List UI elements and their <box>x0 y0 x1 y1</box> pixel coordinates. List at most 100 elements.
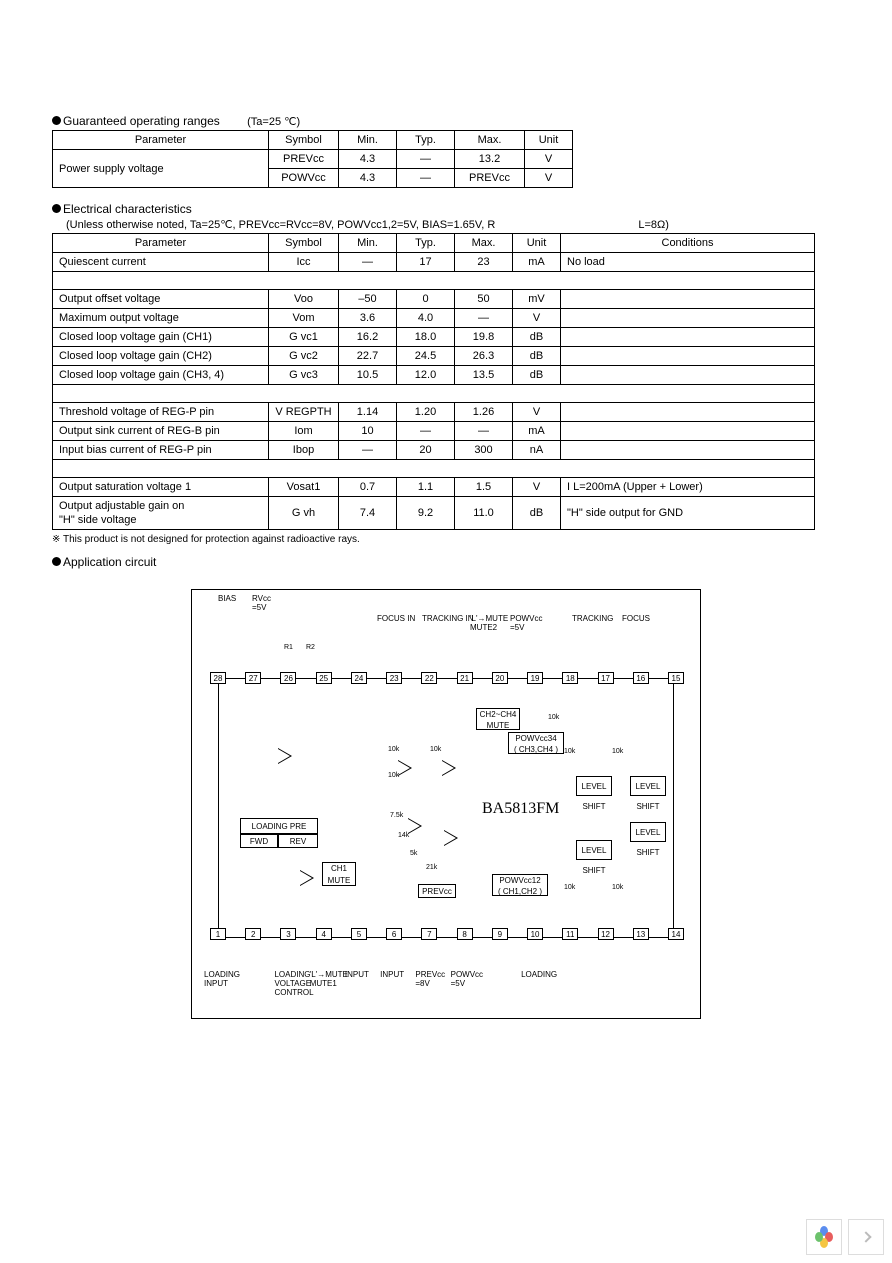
col-header: Max. <box>455 131 525 150</box>
data-cell: mV <box>513 290 561 309</box>
block-prevcc: PREVcc <box>418 884 456 898</box>
block-level: LEVELSHIFT <box>576 776 612 796</box>
chevron-right-icon <box>860 1231 871 1242</box>
data-cell: PREVcc <box>455 169 525 188</box>
data-cell: POWVcc <box>269 169 339 188</box>
data-cell: G vc2 <box>269 347 339 366</box>
ext-label: FOCUS IN <box>377 614 415 623</box>
col-header: Max. <box>455 234 513 253</box>
data-cell: 4.3 <box>339 169 397 188</box>
block-loading: LOADING PRE <box>240 818 318 834</box>
data-cell: 22.7 <box>339 347 397 366</box>
block-level: LEVELSHIFT <box>630 822 666 842</box>
pin-9: 9 <box>492 928 508 940</box>
pin-19: 19 <box>527 672 543 684</box>
data-cell: PREVcc <box>269 150 339 169</box>
pin-15: 15 <box>668 672 684 684</box>
pin-28: 28 <box>210 672 226 684</box>
pin-26: 26 <box>280 672 296 684</box>
data-cell: — <box>397 169 455 188</box>
param-cell: Power supply voltage <box>53 150 269 188</box>
data-cell: Closed loop voltage gain (CH3, 4) <box>53 366 269 385</box>
elec-cond-tail: L=8Ω) <box>638 219 669 231</box>
opamp-icon <box>444 830 458 846</box>
ext-label: 'L'→MUTEMUTE1 <box>310 970 348 988</box>
ext-label: FOCUS <box>622 614 650 623</box>
data-cell: 26.3 <box>455 347 513 366</box>
data-cell: mA <box>513 253 561 272</box>
data-cell: 12.0 <box>397 366 455 385</box>
pin-3: 3 <box>280 928 296 940</box>
data-cell: dB <box>513 328 561 347</box>
ext-label: POWVcc=5V <box>510 614 542 632</box>
ranges-title-text: Guaranteed operating ranges <box>63 114 220 128</box>
data-cell: 3.6 <box>339 309 397 328</box>
data-cell <box>561 366 815 385</box>
data-cell: dB <box>513 366 561 385</box>
ext-label: PREVcc=8V <box>415 970 445 988</box>
opamp-icon <box>398 760 412 776</box>
bullet-icon <box>52 204 61 213</box>
data-cell: 1.1 <box>397 478 455 497</box>
data-cell: V <box>525 169 573 188</box>
next-page-button[interactable] <box>848 1219 884 1255</box>
data-cell <box>561 441 815 460</box>
section-row <box>53 460 815 478</box>
ext-label: LOADINGVOLTAGECONTROL <box>274 970 313 997</box>
data-cell: No load <box>561 253 815 272</box>
data-cell: Icc <box>269 253 339 272</box>
block-ch1: CH1MUTE <box>322 862 356 886</box>
ext-label: BIAS <box>218 594 236 603</box>
table-header-row: ParameterSymbolMin.Typ.Max.Unit <box>53 131 573 150</box>
col-header: Parameter <box>53 234 269 253</box>
data-cell: dB <box>513 497 561 530</box>
logo-button[interactable] <box>806 1219 842 1255</box>
ext-label: INPUT <box>345 970 369 979</box>
resistor-label: 5k <box>410 850 417 857</box>
data-cell: Input bias current of REG-P pin <box>53 441 269 460</box>
ext-label: POWVcc=5V <box>451 970 483 988</box>
data-cell: 10 <box>339 422 397 441</box>
ext-label: INPUT <box>380 970 404 979</box>
data-cell: V <box>513 478 561 497</box>
pin-20: 20 <box>492 672 508 684</box>
app-title-text: Application circuit <box>63 555 156 569</box>
data-cell <box>561 403 815 422</box>
data-cell: 10.5 <box>339 366 397 385</box>
pin-4: 4 <box>316 928 332 940</box>
table-row: Closed loop voltage gain (CH2)G vc222.72… <box>53 347 815 366</box>
pin-21: 21 <box>457 672 473 684</box>
pin-24: 24 <box>351 672 367 684</box>
resistor-label: R1 <box>284 644 293 651</box>
data-cell: –50 <box>339 290 397 309</box>
pin-18: 18 <box>562 672 578 684</box>
opamp-icon <box>278 748 292 764</box>
opamp-icon <box>442 760 456 776</box>
pin-2: 2 <box>245 928 261 940</box>
data-cell <box>561 290 815 309</box>
data-cell: 20 <box>397 441 455 460</box>
section-label <box>53 385 815 403</box>
data-cell: I L=200mA (Upper + Lower) <box>561 478 815 497</box>
table-row: Input bias current of REG-P pinIbop—2030… <box>53 441 815 460</box>
col-header: Unit <box>525 131 573 150</box>
resistor-label: 10k <box>388 772 399 779</box>
table-row: Output sink current of REG-B pinIom10——m… <box>53 422 815 441</box>
pin-5: 5 <box>351 928 367 940</box>
data-cell: Output saturation voltage 1 <box>53 478 269 497</box>
data-cell: 11.0 <box>455 497 513 530</box>
col-header: Unit <box>513 234 561 253</box>
resistor-label: 10k <box>612 748 623 755</box>
ext-label: LOADING <box>521 970 557 979</box>
pin-14: 14 <box>668 928 684 940</box>
part-number: BA5813FM <box>482 800 559 818</box>
pin-23: 23 <box>386 672 402 684</box>
block-level: LEVELSHIFT <box>576 840 612 860</box>
data-cell: Output offset voltage <box>53 290 269 309</box>
ext-label: 'L'→MUTEMUTE2 <box>470 614 508 632</box>
resistor-label: 10k <box>564 884 575 891</box>
data-cell: — <box>339 253 397 272</box>
section-label <box>53 272 815 290</box>
data-cell: V REGPTH <box>269 403 339 422</box>
section-title-elec: Electrical characteristics <box>52 202 840 216</box>
